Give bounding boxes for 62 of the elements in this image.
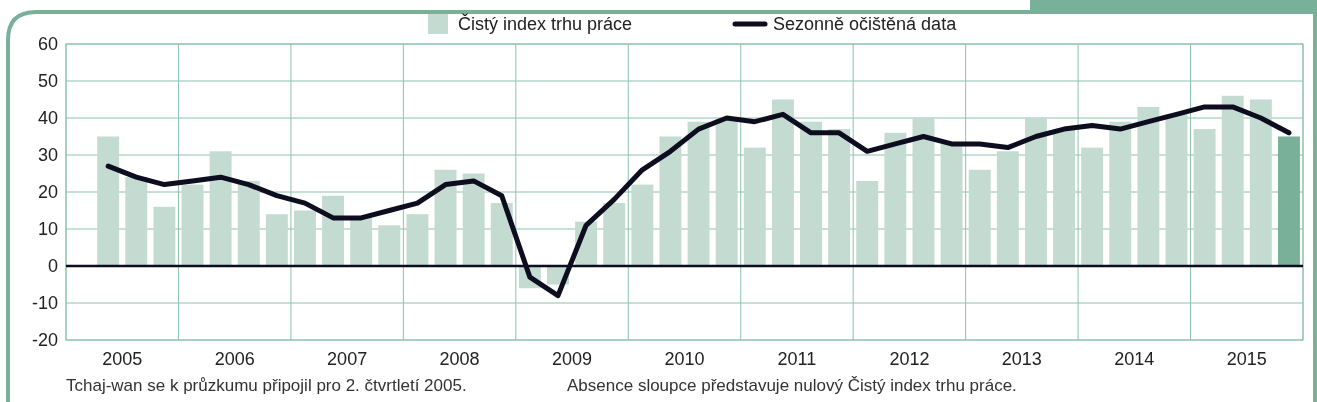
bar (1081, 147, 1104, 266)
text: Absence sloupce představuje nulový Čistý index trhu práce. (567, 376, 1017, 395)
bar (462, 173, 485, 266)
y-tick-label: -10 (31, 293, 58, 314)
bar (912, 118, 935, 266)
y-tick-label: 60 (37, 34, 58, 55)
text: Tchaj-wan se k průzkumu připojil pro 2. čtvrtletí 2005. (66, 376, 467, 395)
bar (1221, 95, 1244, 266)
bar (209, 151, 232, 266)
y-tick-label: 10 (37, 219, 58, 240)
x-tick-label: 2010 (664, 349, 705, 369)
bar (378, 225, 401, 266)
bar (125, 177, 148, 266)
bar (940, 143, 963, 266)
bar (1053, 129, 1075, 266)
x-tick-label: 2015 (1226, 349, 1267, 369)
bar (153, 206, 176, 266)
bar (800, 121, 822, 266)
x-tick-label: 2005 (102, 349, 143, 369)
bar (1024, 118, 1047, 266)
bar (631, 184, 654, 266)
bar (771, 99, 794, 266)
bar (715, 118, 738, 266)
x-tick-label: 2012 (889, 349, 930, 369)
bar (828, 129, 851, 266)
bar (968, 169, 991, 266)
y-tick-label: 30 (37, 145, 58, 166)
bar (1277, 136, 1300, 266)
y-tick-label: -20 (31, 330, 58, 351)
bar (265, 214, 288, 266)
bar (743, 147, 766, 266)
x-tick-label: 2011 (777, 349, 817, 369)
bar (687, 121, 710, 266)
bar (322, 195, 345, 266)
bar (856, 180, 879, 266)
legend-label: Sezonně očištěná data (773, 14, 958, 35)
x-tick-label: 2009 (552, 349, 593, 369)
bar (659, 136, 682, 266)
bar (181, 184, 204, 266)
bar (603, 203, 626, 266)
bar (1137, 106, 1160, 266)
bar (97, 136, 120, 266)
bar (350, 217, 373, 266)
bar (1109, 121, 1132, 266)
bar (1193, 129, 1216, 266)
x-tick-label: 2007 (327, 349, 368, 369)
bar (294, 210, 316, 266)
y-tick-label: 50 (37, 71, 58, 92)
bar (237, 180, 260, 266)
bar (406, 214, 429, 266)
y-tick-label: 0 (47, 256, 58, 277)
x-tick-label: 2006 (214, 349, 255, 369)
y-tick-label: 20 (37, 182, 58, 203)
bar (884, 132, 907, 266)
bar (1249, 99, 1272, 266)
x-tick-label: 2013 (1001, 349, 1042, 369)
legend-label: Čistý index trhu práce (458, 13, 633, 35)
bar (1165, 114, 1188, 266)
x-tick-label: 2014 (1114, 349, 1155, 369)
x-tick-label: 2008 (439, 349, 480, 369)
y-tick-label: 40 (37, 108, 58, 129)
bar (996, 151, 1019, 266)
